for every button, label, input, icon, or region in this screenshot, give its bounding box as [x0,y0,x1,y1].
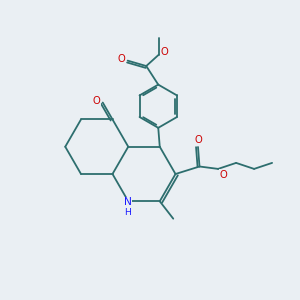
Text: N: N [124,197,132,207]
Text: O: O [219,170,227,180]
Text: H: H [124,208,131,217]
Text: O: O [117,54,125,64]
Text: O: O [195,135,203,146]
Text: O: O [92,96,100,106]
Text: O: O [160,46,168,57]
